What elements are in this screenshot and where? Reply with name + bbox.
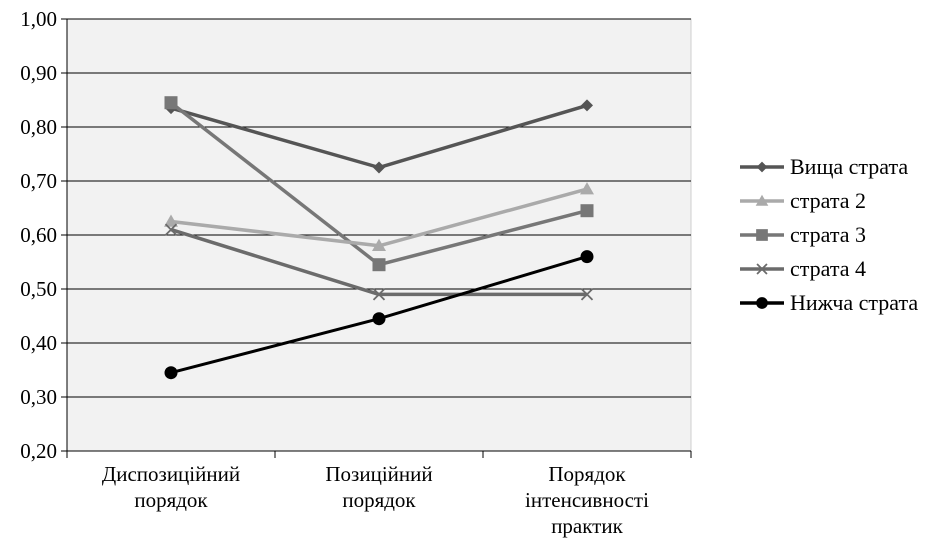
y-tick-labels: 0,20 0,30 0,40 0,50 0,60 0,70 0,80 0,90 1,00 xyxy=(20,7,57,463)
legend-label: страта 4 xyxy=(790,256,866,281)
data-point xyxy=(580,288,594,301)
y-tick-label: 0,50 xyxy=(20,277,57,301)
axes xyxy=(61,18,692,458)
legend-item: страта 4 xyxy=(740,252,918,286)
data-point xyxy=(580,182,594,195)
data-point xyxy=(372,312,386,326)
legend-item: страта 3 xyxy=(740,218,918,252)
legend-label: Вища страта xyxy=(790,154,909,179)
y-tick-label: 0,80 xyxy=(20,115,57,139)
legend-key xyxy=(740,297,784,309)
series-group xyxy=(164,96,594,380)
legend-marker xyxy=(756,297,768,309)
x-tick-label: Порядок інтенсивності практик xyxy=(525,462,649,538)
legend-marker xyxy=(756,263,768,275)
legend-marker xyxy=(756,229,768,241)
data-point xyxy=(164,96,178,110)
legend-label: Нижча страта xyxy=(790,290,919,315)
y-tick-label: 0,30 xyxy=(20,385,57,409)
legend-key xyxy=(740,229,784,241)
legend-key xyxy=(740,263,784,275)
y-tick-label: 0,90 xyxy=(20,61,57,85)
y-tick-label: 1,00 xyxy=(20,7,57,31)
gridlines xyxy=(67,18,691,398)
data-point xyxy=(164,214,178,227)
y-tick-label: 0,20 xyxy=(20,439,57,463)
data-point xyxy=(372,258,386,272)
legend-item: Вища страта xyxy=(740,150,918,184)
legend-label: страта 2 xyxy=(790,188,866,213)
data-point xyxy=(581,99,593,112)
data-point xyxy=(164,223,178,236)
data-point xyxy=(373,161,385,174)
y-tick-label: 0,60 xyxy=(20,223,57,247)
x-tick-labels: Диспозиційний порядок Позиційний порядок Пор… xyxy=(102,462,649,538)
x-tick-label: Позиційний порядок xyxy=(325,462,432,512)
data-point xyxy=(580,204,594,218)
legend-key xyxy=(740,194,784,206)
data-point xyxy=(580,250,594,264)
legend-key xyxy=(740,161,784,173)
data-point xyxy=(372,238,386,252)
legend-item: Нижча страта xyxy=(740,286,918,320)
legend-marker xyxy=(756,161,768,173)
legend-marker xyxy=(755,194,769,206)
data-point xyxy=(372,288,386,301)
y-tick-label: 0,40 xyxy=(20,331,57,355)
data-point xyxy=(164,366,178,380)
x-tick-label: Диспозиційний порядок xyxy=(102,462,240,512)
y-tick-label: 0,70 xyxy=(20,169,57,193)
legend: Вища страта страта 2 страта 3 страта 4 Нижча… xyxy=(740,150,918,320)
legend-label: страта 3 xyxy=(790,222,866,247)
legend-item: страта 2 xyxy=(740,184,918,218)
